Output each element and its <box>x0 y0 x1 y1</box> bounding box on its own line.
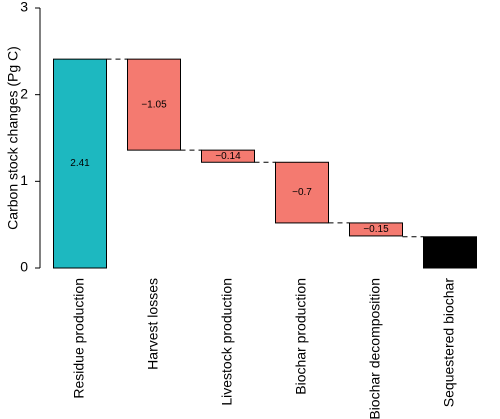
value-label: 2.41 <box>70 158 90 169</box>
x-tick-label: Residue production <box>71 278 87 399</box>
value-label: −1.05 <box>141 99 167 110</box>
bar <box>201 149 255 163</box>
x-tick-label: Sequestered biochar <box>441 278 457 408</box>
value-label: −0.14 <box>215 151 241 162</box>
value-label: 0.36 <box>440 247 460 258</box>
y-tick-label: 2 <box>20 85 28 101</box>
bar <box>127 58 181 151</box>
y-tick-label: 3 <box>20 0 28 15</box>
y-axis-label: Carbon stock changes (Pg C) <box>5 46 21 230</box>
bar <box>53 58 107 269</box>
y-tick-label: 1 <box>20 172 28 188</box>
bar <box>423 236 477 269</box>
x-tick-label: Livestock production <box>219 278 235 406</box>
y-tick-label: 0 <box>20 259 28 275</box>
x-tick-label: Biochar decomposition <box>367 278 383 419</box>
value-label: −0.15 <box>363 224 389 235</box>
x-tick-label: Harvest losses <box>145 278 161 370</box>
value-label: −0.7 <box>292 187 312 198</box>
bar <box>275 161 329 224</box>
x-tick-label: Biochar production <box>293 278 309 395</box>
bar <box>349 222 403 237</box>
